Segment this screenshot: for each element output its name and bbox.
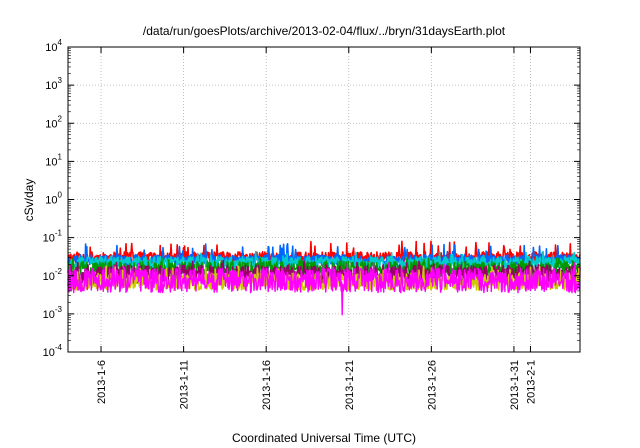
y-tick-labels: 10-4 10-3 10-2 10-1 100 101 102 103 104 — [43, 38, 63, 359]
series-layer — [67, 240, 581, 316]
series-line — [67, 262, 581, 316]
y-tick-label: 102 — [45, 114, 62, 130]
x-tick-label: 2013-1-21 — [344, 360, 356, 410]
y-tick-label: 104 — [45, 38, 62, 54]
grid — [68, 47, 580, 352]
y-tick-label: 100 — [45, 191, 62, 207]
x-tick-labels: 2013-1-6 2013-1-11 2013-1-16 2013-1-21 2013-… — [96, 360, 537, 410]
y-tick-label: 103 — [45, 76, 62, 92]
chart-title: /data/run/goesPlots/archive/2013-02-04/f… — [143, 24, 506, 38]
y-tick-label: 10-2 — [43, 267, 63, 283]
y-tick-label: 101 — [45, 152, 62, 168]
x-axis-label: Coordinated Universal Time (UTC) — [232, 431, 416, 445]
x-tick-label: 2013-2-1 — [525, 360, 537, 404]
x-tick-label: 2013-1-6 — [96, 360, 108, 404]
y-axis-label: cSv/day — [22, 179, 36, 222]
x-tick-label: 2013-1-16 — [261, 360, 273, 410]
y-tick-label: 10-3 — [43, 305, 63, 321]
x-tick-label: 2013-1-11 — [179, 360, 191, 409]
x-tick-label: 2013-1-31 — [509, 360, 521, 410]
y-tick-label: 10-1 — [43, 229, 63, 245]
ticks — [68, 46, 580, 353]
y-tick-label: 10-4 — [43, 343, 63, 359]
x-tick-label: 2013-1-26 — [426, 360, 438, 410]
